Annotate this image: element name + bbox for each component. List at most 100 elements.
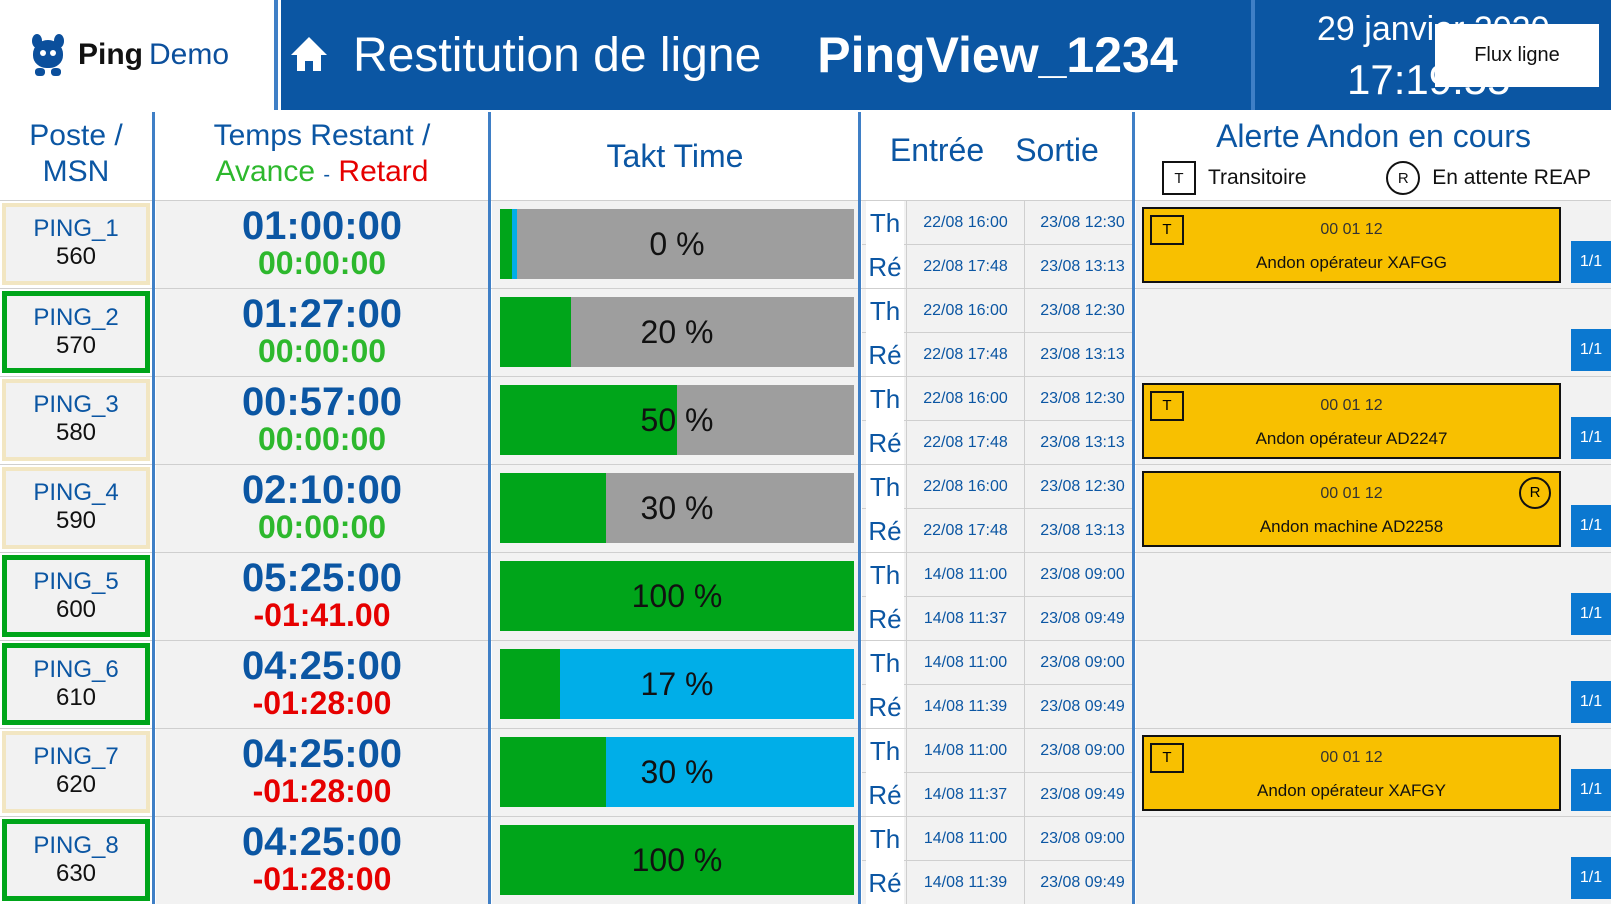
logo-brand: Ping <box>78 38 143 71</box>
remaining-time: 01:27:00 <box>241 292 403 336</box>
alert-count-button[interactable]: 1/1 <box>1571 505 1611 547</box>
temps-cell: 05:25:00 -01:41.00 <box>156 553 488 641</box>
poste-cell[interactable]: PING_4 590 <box>0 465 152 553</box>
takt-progress-fill <box>500 737 607 807</box>
andon-alert-card[interactable]: T 00 01 12 Andon opérateur XAFGY <box>1142 735 1561 811</box>
table-row[interactable]: PING_5 600 05:25:00 -01:41.00 100 % Th 1… <box>0 552 1611 641</box>
actual-dates: Ré 22/08 17:48 23/08 13:13 <box>862 245 1132 289</box>
alert-count-button[interactable]: 1/1 <box>1571 857 1611 899</box>
actual-label: Ré <box>866 773 904 817</box>
takt-percent: 100 % <box>631 842 723 878</box>
remaining-time: 05:25:00 <box>241 556 403 600</box>
theoretical-exit: 23/08 09:00 <box>1024 553 1140 597</box>
delta-time: 00:00:00 <box>257 333 387 369</box>
poste-box[interactable]: PING_4 590 <box>2 467 150 549</box>
andon-alert-card[interactable]: R 00 01 12 Andon machine AD2258 <box>1142 471 1561 547</box>
poste-box[interactable]: PING_5 600 <box>2 555 150 637</box>
takt-cell: 20 % <box>492 289 858 377</box>
table-row[interactable]: PING_1 560 01:00:00 00:00:00 0 % Th 22/0… <box>0 200 1611 289</box>
poste-cell[interactable]: PING_7 620 <box>0 729 152 817</box>
takt-progress-fill <box>500 385 677 455</box>
poste-cell[interactable]: PING_2 570 <box>0 289 152 377</box>
actual-exit: 23/08 09:49 <box>1024 773 1140 817</box>
dates-cell: Th 14/08 11:00 23/08 09:00 Ré 14/08 11:3… <box>862 817 1132 904</box>
takt-cell: 17 % <box>492 641 858 729</box>
poste-cell[interactable]: PING_5 600 <box>0 553 152 641</box>
takt-progress-marker <box>512 209 517 279</box>
table-row[interactable]: PING_4 590 02:10:00 00:00:00 30 % Th 22/… <box>0 464 1611 553</box>
actual-label: Ré <box>866 421 904 465</box>
column-divider <box>858 112 861 904</box>
delta-time: 00:00:00 <box>257 509 387 545</box>
flux-ligne-button[interactable]: Flux ligne <box>1435 24 1599 87</box>
alerte-cell: 1/1 <box>1136 553 1611 641</box>
alert-count-button[interactable]: 1/1 <box>1571 417 1611 459</box>
poste-msn: 560 <box>55 243 97 270</box>
theoretical-dates: Th 22/08 16:00 23/08 12:30 <box>862 201 1132 245</box>
takt-progress-bar: 30 % <box>500 737 854 807</box>
andon-alert-card[interactable]: T 00 01 12 Andon opérateur AD2247 <box>1142 383 1561 459</box>
takt-percent: 100 % <box>631 578 723 614</box>
actual-exit: 23/08 09:49 <box>1024 685 1140 729</box>
actual-exit: 23/08 09:49 <box>1024 597 1140 641</box>
poste-msn: 590 <box>55 507 97 534</box>
alert-count-button[interactable]: 1/1 <box>1571 329 1611 371</box>
actual-dates: Ré 22/08 17:48 23/08 13:13 <box>862 333 1132 377</box>
poste-cell[interactable]: PING_1 560 <box>0 201 152 289</box>
remaining-time: 01:00:00 <box>241 204 403 248</box>
theoretical-entry: 22/08 16:00 <box>906 465 1024 509</box>
home-icon[interactable] <box>291 37 327 73</box>
avance-label: Avance <box>215 155 316 188</box>
column-header-takt: Takt Time <box>606 138 744 174</box>
actual-entry: 14/08 11:39 <box>906 685 1024 729</box>
station-table: PING_1 560 01:00:00 00:00:00 0 % Th 22/0… <box>0 200 1611 904</box>
poste-msn: 630 <box>55 860 97 887</box>
poste-box[interactable]: PING_6 610 <box>2 643 150 725</box>
table-row[interactable]: PING_7 620 04:25:00 -01:28:00 30 % Th 14… <box>0 728 1611 817</box>
poste-box[interactable]: PING_8 630 <box>2 819 150 901</box>
actual-label: Ré <box>866 333 904 377</box>
legend-transitoire-label: Transitoire <box>1208 166 1307 189</box>
poste-msn: 570 <box>55 332 97 359</box>
transitoire-badge-icon: T <box>1150 391 1184 421</box>
actual-label: Ré <box>866 245 904 289</box>
delta-time: -01:28:00 <box>252 861 392 897</box>
actual-exit: 23/08 13:13 <box>1024 245 1140 289</box>
transitoire-badge-icon: T <box>1162 161 1196 195</box>
andon-alert-card[interactable]: T 00 01 12 Andon opérateur XAFGG <box>1142 207 1561 283</box>
poste-box[interactable]: PING_3 580 <box>2 379 150 461</box>
table-row[interactable]: PING_3 580 00:57:00 00:00:00 50 % Th 22/… <box>0 376 1611 465</box>
theoretical-dates: Th 22/08 16:00 23/08 12:30 <box>862 289 1132 333</box>
table-row[interactable]: PING_6 610 04:25:00 -01:28:00 17 % Th 14… <box>0 640 1611 729</box>
table-row[interactable]: PING_2 570 01:27:00 00:00:00 20 % Th 22/… <box>0 288 1611 377</box>
transitoire-badge-icon: T <box>1150 215 1184 245</box>
theoretical-label: Th <box>866 201 904 245</box>
theoretical-entry: 14/08 11:00 <box>906 641 1024 685</box>
alerte-cell: 1/1 <box>1136 817 1611 904</box>
alert-count-button[interactable]: 1/1 <box>1571 769 1611 811</box>
remaining-time: 00:57:00 <box>241 380 403 424</box>
poste-msn: 620 <box>55 771 97 798</box>
alert-count-button[interactable]: 1/1 <box>1571 681 1611 723</box>
poste-cell[interactable]: PING_3 580 <box>0 377 152 465</box>
dates-cell: Th 14/08 11:00 23/08 09:00 Ré 14/08 11:3… <box>862 641 1132 729</box>
poste-name: PING_4 <box>33 479 119 506</box>
table-row[interactable]: PING_8 630 04:25:00 -01:28:00 100 % Th 1… <box>0 816 1611 904</box>
poste-box[interactable]: PING_1 560 <box>2 203 150 285</box>
theoretical-entry: 14/08 11:00 <box>906 553 1024 597</box>
poste-box[interactable]: PING_2 570 <box>2 291 150 373</box>
theoretical-exit: 23/08 12:30 <box>1024 201 1140 245</box>
takt-cell: 100 % <box>492 553 858 641</box>
theoretical-exit: 23/08 12:30 <box>1024 465 1140 509</box>
alert-code: 00 01 12 <box>1320 221 1383 238</box>
poste-box[interactable]: PING_7 620 <box>2 731 150 813</box>
actual-label: Ré <box>866 685 904 729</box>
poste-cell[interactable]: PING_8 630 <box>0 817 152 904</box>
poste-cell[interactable]: PING_6 610 <box>0 641 152 729</box>
poste-msn: 610 <box>55 684 97 711</box>
alert-count-button[interactable]: 1/1 <box>1571 241 1611 283</box>
poste-msn: 580 <box>55 419 97 446</box>
theoretical-exit: 23/08 09:00 <box>1024 729 1140 773</box>
alert-count-button[interactable]: 1/1 <box>1571 593 1611 635</box>
theoretical-entry: 22/08 16:00 <box>906 201 1024 245</box>
